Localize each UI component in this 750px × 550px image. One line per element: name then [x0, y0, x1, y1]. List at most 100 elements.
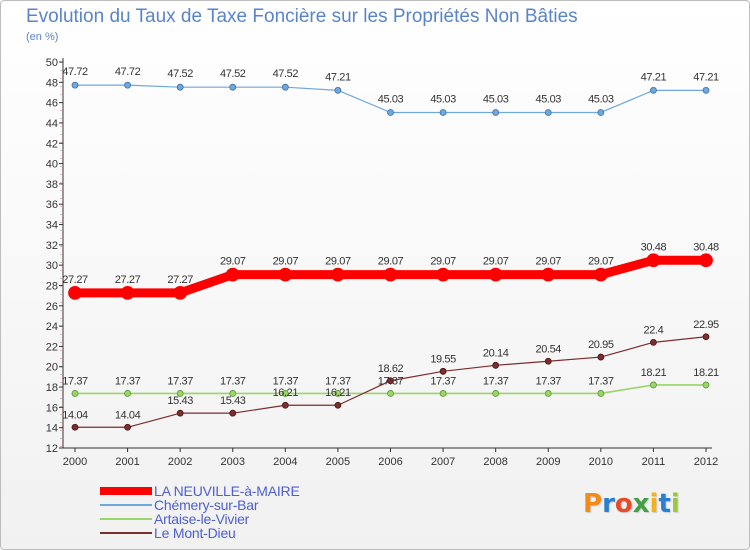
- logo-letter: i: [649, 489, 659, 519]
- logo-letter: P: [583, 489, 603, 519]
- data-point: [281, 390, 289, 397]
- data-label: 47.52: [220, 68, 246, 80]
- y-tick-label: 48: [46, 77, 58, 89]
- data-label: 27.27: [167, 274, 193, 286]
- data-label: 17.37: [62, 375, 88, 387]
- data-label: 17.37: [220, 375, 246, 387]
- logo-letter: i: [670, 489, 680, 519]
- data-point: [334, 390, 342, 397]
- data-point: [68, 285, 82, 300]
- data-point: [334, 86, 342, 94]
- y-tick-label: 40: [46, 159, 58, 171]
- data-label: 29.07: [430, 256, 456, 268]
- legend-swatch: [100, 487, 152, 495]
- data-label: 14.04: [115, 409, 141, 421]
- data-point: [650, 381, 657, 389]
- x-tick-label: 2007: [431, 456, 455, 468]
- data-label: 45.03: [483, 93, 509, 105]
- data-label: 45.03: [588, 93, 614, 105]
- data-point: [650, 338, 657, 346]
- data-point: [492, 390, 500, 397]
- y-tick-label: 34: [46, 220, 58, 232]
- data-point: [387, 109, 394, 116]
- data-label: 14.04: [62, 409, 88, 421]
- logo-letter: o: [614, 489, 633, 519]
- data-point: [229, 390, 237, 397]
- data-point: [593, 267, 608, 282]
- data-point: [176, 390, 184, 397]
- data-point: [331, 267, 345, 282]
- data-label: 17.37: [273, 375, 299, 387]
- y-tick-label: 22: [46, 341, 58, 353]
- data-label: 45.03: [430, 93, 456, 105]
- data-point: [702, 381, 710, 389]
- data-point: [173, 285, 188, 300]
- legend-swatch: [100, 504, 152, 506]
- data-point: [176, 83, 184, 91]
- y-tick-label: 36: [46, 199, 58, 211]
- data-point: [597, 353, 605, 361]
- data-label: 30.48: [693, 241, 719, 253]
- x-tick-label: 2008: [483, 456, 507, 468]
- data-point: [492, 361, 500, 369]
- data-label: 29.07: [273, 256, 299, 268]
- data-label: 20.95: [588, 339, 614, 351]
- data-label: 29.07: [588, 256, 614, 268]
- x-tick-label: 2002: [168, 456, 192, 468]
- legend-label: Chémery-sur-Bar: [154, 497, 259, 513]
- data-label: 29.07: [378, 256, 404, 268]
- data-point: [383, 267, 398, 282]
- data-point: [176, 409, 184, 417]
- x-tick-label: 2005: [326, 456, 350, 468]
- data-point: [387, 390, 394, 397]
- data-label: 17.37: [378, 375, 404, 387]
- y-tick-label: 42: [46, 138, 58, 150]
- x-tick-label: 2010: [589, 456, 613, 468]
- data-label: 45.03: [535, 93, 561, 105]
- data-label: 47.21: [325, 71, 351, 83]
- legend-swatch: [100, 518, 152, 520]
- data-point: [436, 267, 450, 282]
- data-label: 47.21: [693, 71, 719, 83]
- data-point: [281, 83, 289, 91]
- data-point: [544, 357, 552, 365]
- data-point: [702, 333, 710, 341]
- data-point: [439, 390, 447, 397]
- chart-subtitle: (en %): [26, 31, 59, 43]
- y-tick-label: 28: [46, 280, 58, 292]
- y-tick-label: 16: [46, 402, 58, 414]
- y-tick-label: 46: [46, 98, 58, 110]
- data-point: [124, 423, 131, 431]
- y-tick-label: 44: [46, 118, 58, 130]
- data-point: [71, 81, 79, 89]
- data-label: 17.37: [588, 375, 614, 387]
- y-tick-label: 26: [46, 301, 58, 313]
- y-tick-label: 50: [46, 57, 58, 69]
- data-label: 27.27: [62, 274, 88, 286]
- x-tick-label: 2006: [378, 456, 402, 468]
- data-label: 47.72: [62, 66, 88, 78]
- data-label: 17.37: [430, 375, 456, 387]
- data-label: 15.43: [167, 395, 193, 407]
- data-label: 22.4: [644, 324, 664, 336]
- data-point: [281, 401, 289, 409]
- data-point: [334, 401, 342, 409]
- data-point: [120, 285, 135, 300]
- data-point: [650, 86, 657, 94]
- data-label: 29.07: [483, 256, 509, 268]
- data-point: [439, 367, 447, 375]
- legend-swatch: [100, 532, 152, 534]
- y-tick-label: 30: [46, 260, 58, 272]
- logo-letter: t: [658, 489, 671, 519]
- data-label: 18.21: [641, 367, 667, 379]
- data-label: 47.21: [641, 71, 667, 83]
- data-point: [387, 377, 394, 385]
- data-point: [71, 390, 79, 397]
- data-point: [544, 109, 552, 116]
- data-label: 45.03: [378, 93, 404, 105]
- legend-label: Artaise-le-Vivier: [154, 511, 250, 527]
- x-tick-label: 2009: [536, 456, 560, 468]
- data-label: 16.21: [273, 387, 299, 399]
- y-tick-label: 12: [46, 443, 58, 455]
